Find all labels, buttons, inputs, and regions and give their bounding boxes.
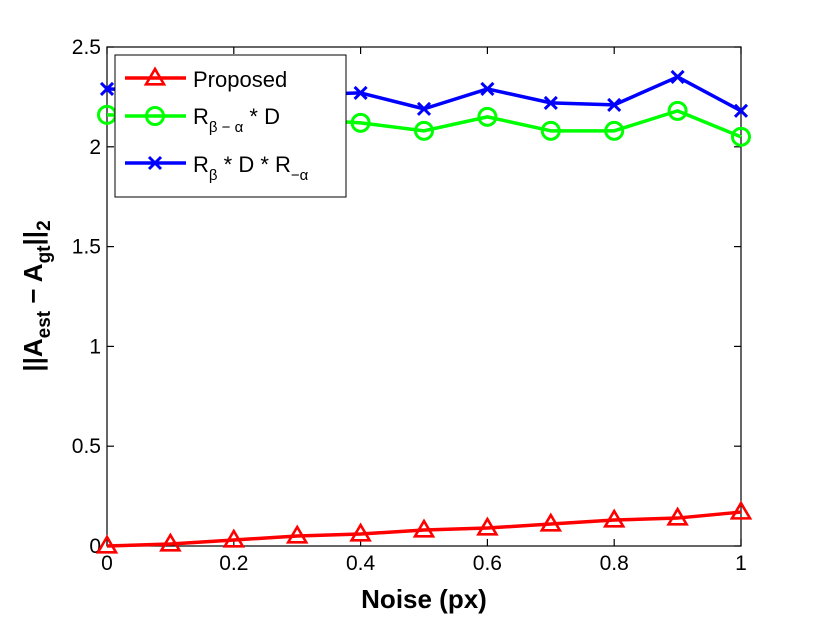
y-tick-label: 0.5 [72, 435, 101, 458]
x-tick-label: 0 [101, 552, 113, 575]
data-point [729, 500, 753, 520]
data-point [604, 120, 625, 141]
data-point [607, 97, 622, 112]
data-point [159, 532, 182, 552]
data-point [95, 534, 119, 554]
y-tick-label: 1.5 [72, 236, 101, 259]
x-tick-label: 0.4 [346, 552, 376, 575]
data-point [353, 85, 368, 100]
x-tick-label: 0.6 [473, 552, 502, 575]
x-tick-label: 0.8 [600, 552, 629, 575]
legend-label-r-beta-minus-alpha-d: Rβ − α * D [193, 104, 280, 136]
x-tick-label: 1 [735, 552, 747, 575]
data-point [476, 516, 499, 536]
legend-label-r-beta-d-r-minus-alpha: Rβ * D * R−α [193, 152, 309, 184]
series-line [106, 510, 742, 548]
y-tick-label: 2 [89, 136, 101, 159]
data-point [666, 506, 689, 526]
y-tick-label: 0 [89, 535, 101, 558]
axis-ticks: 0 0.2 0.4 0.6 0.8 1 0 0.5 1 1.5 2 2.5 [72, 36, 747, 575]
data-point [99, 81, 115, 96]
data-point [350, 112, 371, 133]
data-point [414, 120, 434, 141]
data-point [667, 100, 688, 121]
data-point [539, 512, 563, 532]
legend-label-proposed: Proposed [193, 67, 287, 92]
data-point [733, 103, 749, 118]
x-axis-title: Noise (px) [361, 584, 487, 614]
y-axis-title: ||Aest − Agt||2 [18, 220, 55, 371]
y-tick-label: 1 [89, 335, 101, 358]
data-point [540, 120, 561, 141]
legend-keys [125, 66, 186, 171]
legend-marker [147, 155, 163, 171]
data-point [222, 528, 246, 548]
data-point [477, 106, 498, 127]
data-point [412, 518, 436, 538]
data-point [602, 508, 626, 528]
y-tick-label: 2.5 [72, 36, 101, 59]
x-tick-label: 0.2 [219, 552, 248, 575]
data-point [731, 126, 751, 147]
svg-text:||Aest − Agt||2: ||Aest − Agt||2 [18, 220, 55, 371]
data-point [480, 81, 495, 96]
data-point [543, 95, 558, 110]
data-point [416, 101, 432, 116]
legend-marker [145, 106, 165, 126]
legend-marker [143, 66, 167, 86]
data-point [285, 524, 309, 544]
data-point [349, 522, 372, 542]
legend: Proposed Rβ − α * D Rβ * D * R−α [114, 54, 347, 198]
series-0 [95, 500, 753, 554]
data-point [670, 69, 685, 85]
